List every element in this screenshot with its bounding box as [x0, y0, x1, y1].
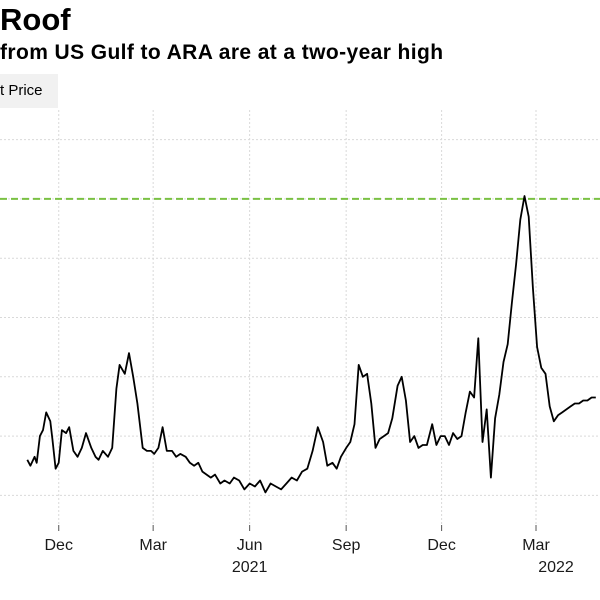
series-line [26, 195, 596, 494]
chart-subtitle: from US Gulf to ARA are at a two-year hi… [0, 41, 444, 64]
gridlines [0, 110, 600, 525]
x-tick-label: Jun [237, 537, 263, 554]
series-group [26, 195, 596, 494]
x-tick-label: Mar [139, 537, 167, 554]
x-tick-label: Dec [45, 537, 73, 554]
x-tick-label: Dec [427, 537, 455, 554]
x-axis-ticks: Dec Mar Jun Sep Dec Mar 2021 2022 [45, 525, 574, 576]
chart-title: Roof [0, 2, 71, 37]
year-label: 2022 [538, 559, 574, 576]
x-tick-label: Mar [522, 537, 550, 554]
year-label: 2021 [232, 559, 268, 576]
legend: t Price [0, 74, 58, 108]
x-tick-label: Sep [332, 537, 361, 554]
legend-label: t Price [0, 82, 43, 99]
